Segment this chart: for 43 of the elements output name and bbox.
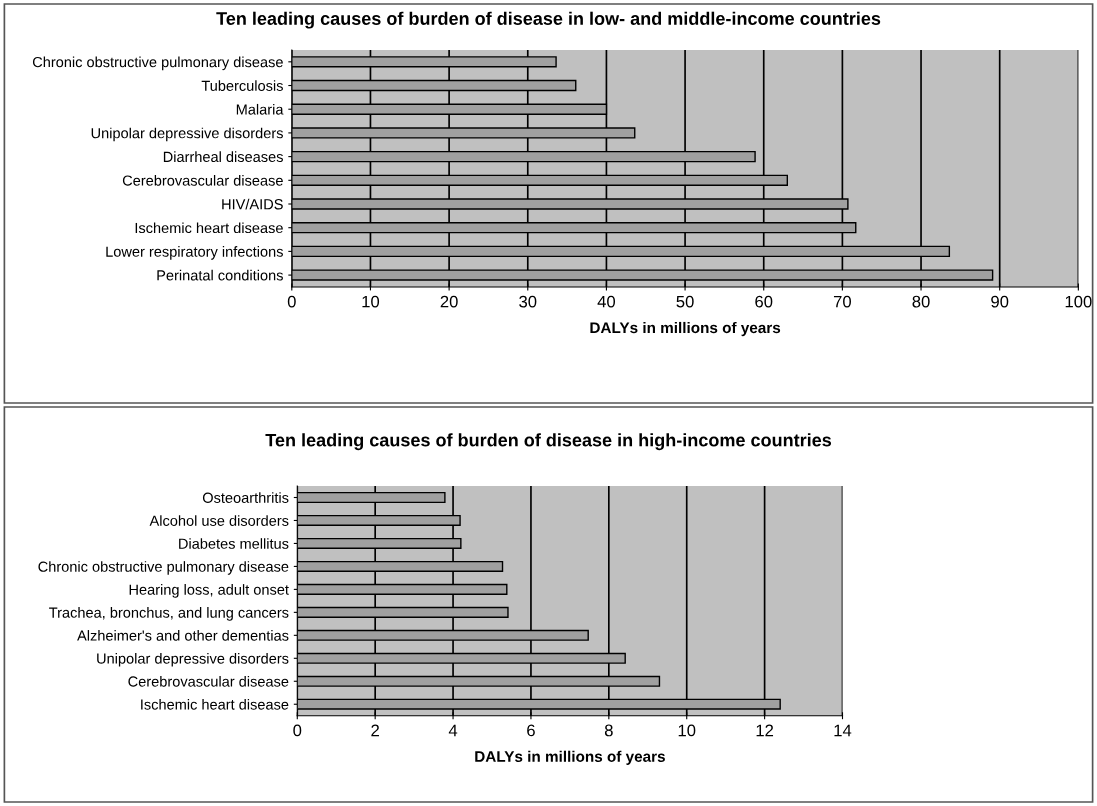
- x-tick-label: 30: [519, 295, 537, 308]
- y-tick-label: Hearing loss, adult onset: [129, 584, 289, 598]
- y-tick-label: Ischemic heart disease: [135, 222, 283, 234]
- y-tick-label: Chronic obstructive pulmonary disease: [38, 561, 289, 575]
- x-tick-label: 14: [834, 724, 852, 737]
- x-tick-label: 90: [991, 295, 1009, 308]
- x-tick-label: 100: [1065, 295, 1092, 308]
- x-tick-label: 2: [371, 724, 379, 737]
- y-tick-label: Diabetes mellitus: [179, 538, 289, 549]
- x-tick-label: 60: [755, 295, 773, 308]
- x-tick-label: 50: [676, 295, 694, 308]
- x-axis-title: DALYs in millions of years: [590, 321, 781, 337]
- y-tick-label: Cerebrovascular disease: [122, 175, 283, 186]
- y-tick-label: Malaria: [236, 103, 284, 115]
- x-tick-label: 4: [448, 724, 458, 737]
- y-tick-label: Unipolar depressive disorders: [97, 653, 289, 667]
- y-tick-label: Tuberculosis: [201, 80, 283, 91]
- y-tick-label: Cerebrovascular disease: [128, 675, 289, 687]
- x-tick-label: 40: [597, 295, 616, 308]
- x-tick-label: 10: [678, 724, 696, 737]
- chart-title: Ten leading causes of burden of disease in low- and middle-income countries: [216, 11, 881, 29]
- x-tick-label: 12: [756, 724, 774, 737]
- y-tick-label: Diarrheal diseases: [163, 151, 283, 163]
- x-tick-label: 6: [527, 724, 535, 737]
- x-tick-label: 0: [293, 724, 302, 737]
- x-tick-label: 80: [912, 295, 930, 308]
- y-tick-label: Trachea, bronchus, and lung cancers: [49, 607, 289, 621]
- y-tick-label: Unipolar depressive disorders: [91, 127, 283, 142]
- y-tick-label: Osteoarthritis: [202, 492, 289, 503]
- chart-title: Ten leading causes of burden of disease in high-income countries: [265, 433, 832, 451]
- x-tick-label: 20: [440, 295, 458, 308]
- x-tick-label: 8: [604, 724, 613, 737]
- y-tick-label: Lower respiratory infections: [106, 246, 283, 260]
- x-tick-label: 0: [287, 295, 296, 308]
- y-tick-label: HIV/AIDS: [222, 198, 283, 210]
- x-axis-title: DALYs in millions of years: [475, 750, 665, 765]
- y-tick-label: Ischemic heart disease: [141, 698, 289, 710]
- y-tick-label: Chronic obstructive pulmonary disease: [32, 56, 283, 71]
- y-tick-label: Alcohol use disorders: [149, 515, 289, 526]
- y-tick-label: Perinatal conditions: [157, 269, 283, 281]
- y-tick-label: Alzheimer's and other dementias: [77, 630, 289, 641]
- x-tick-label: 10: [362, 295, 380, 308]
- x-tick-label: 70: [833, 295, 851, 308]
